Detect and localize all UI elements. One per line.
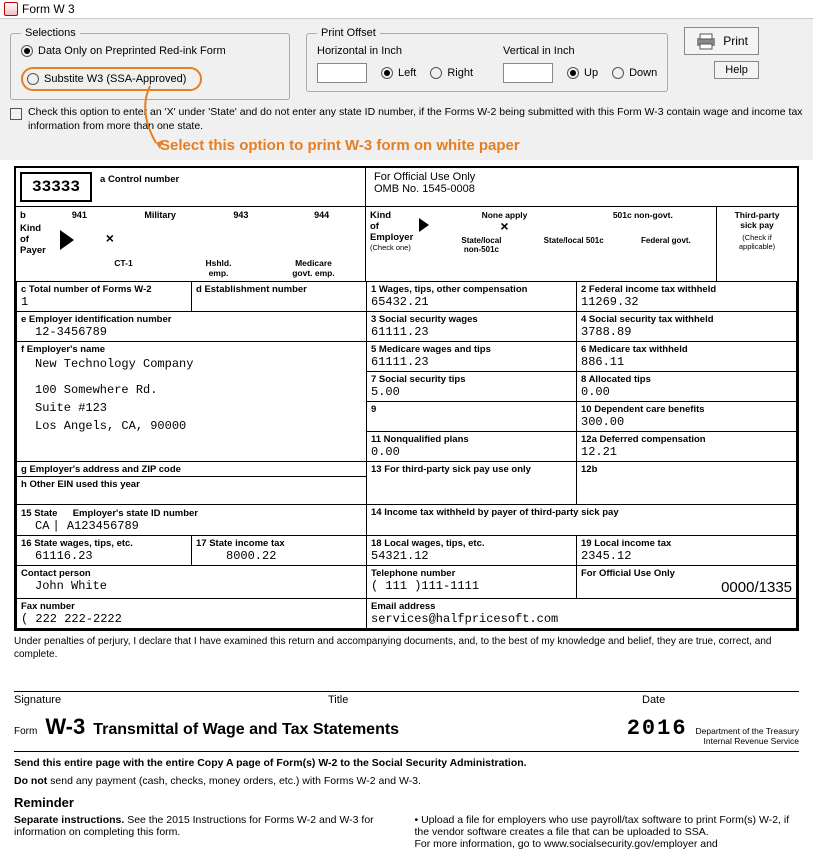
send-instruction: Send this entire page with the entire Co… bbox=[14, 756, 799, 771]
reminder-heading: Reminder bbox=[14, 795, 799, 810]
annotation-text: Select this option to print W-3 form on … bbox=[160, 137, 803, 154]
box-33333: 33333 bbox=[20, 172, 92, 202]
bottom-instructions: Separate instructions. See the 2015 Inst… bbox=[14, 814, 799, 850]
print-button[interactable]: Print bbox=[684, 27, 759, 55]
payer-941-x: × bbox=[74, 232, 146, 248]
triangle-icon bbox=[419, 218, 429, 232]
offset-legend: Print Offset bbox=[317, 27, 380, 39]
help-button[interactable]: Help bbox=[714, 61, 759, 79]
h-offset-input[interactable] bbox=[317, 63, 367, 83]
selections-legend: Selections bbox=[21, 27, 80, 39]
h-offset-label: Horizontal in Inch bbox=[317, 45, 473, 57]
print-offset-group: Print Offset Horizontal in Inch Left Rig… bbox=[306, 27, 668, 92]
w3-form: 33333 a Control number For Official Use … bbox=[0, 166, 813, 860]
selections-group: Selections Data Only on Preprinted Red-i… bbox=[10, 27, 290, 100]
annotation-circle: Substite W3 (SSA-Approved) bbox=[21, 67, 202, 91]
multistate-label: Check this option to enter an 'X' under … bbox=[28, 106, 803, 133]
omb: OMB No. 1545-0008 bbox=[374, 183, 789, 195]
printer-icon bbox=[695, 32, 717, 50]
radio-dot-icon bbox=[21, 45, 33, 57]
radio-left[interactable]: Left bbox=[381, 67, 416, 79]
multistate-checkbox[interactable] bbox=[10, 108, 22, 120]
employer-noneapply-x: × bbox=[435, 220, 573, 236]
radio-down[interactable]: Down bbox=[612, 67, 657, 79]
triangle-icon bbox=[60, 230, 74, 250]
window-title-bar: Form W 3 bbox=[0, 0, 813, 19]
label-a: a Control number bbox=[100, 174, 179, 185]
window-title: Form W 3 bbox=[22, 2, 75, 16]
radio-right[interactable]: Right bbox=[430, 67, 473, 79]
radio-empty-icon bbox=[27, 73, 39, 85]
for-official-use: For Official Use Only bbox=[374, 171, 789, 183]
radio-up[interactable]: Up bbox=[567, 67, 598, 79]
signature-row: Signature Title Date bbox=[14, 691, 799, 706]
form-title-row: Form W-3 Transmittal of Wage and Tax Sta… bbox=[14, 714, 799, 751]
donot-instruction: Do not Do not send any payment (cash, ch… bbox=[14, 774, 799, 789]
radio-substitute[interactable]: Substite W3 (SSA-Approved) bbox=[27, 73, 186, 85]
perjury-statement: Under penalties of perjury, I declare th… bbox=[14, 635, 799, 661]
radio-preprinted[interactable]: Data Only on Preprinted Red-ink Form bbox=[21, 45, 226, 57]
v-offset-input[interactable] bbox=[503, 63, 553, 83]
app-icon bbox=[4, 2, 18, 16]
form-grid: c Total number of Forms W-21 d Establish… bbox=[16, 281, 797, 629]
v-offset-label: Vertical in Inch bbox=[503, 45, 657, 57]
control-panel: Selections Data Only on Preprinted Red-i… bbox=[0, 19, 813, 160]
